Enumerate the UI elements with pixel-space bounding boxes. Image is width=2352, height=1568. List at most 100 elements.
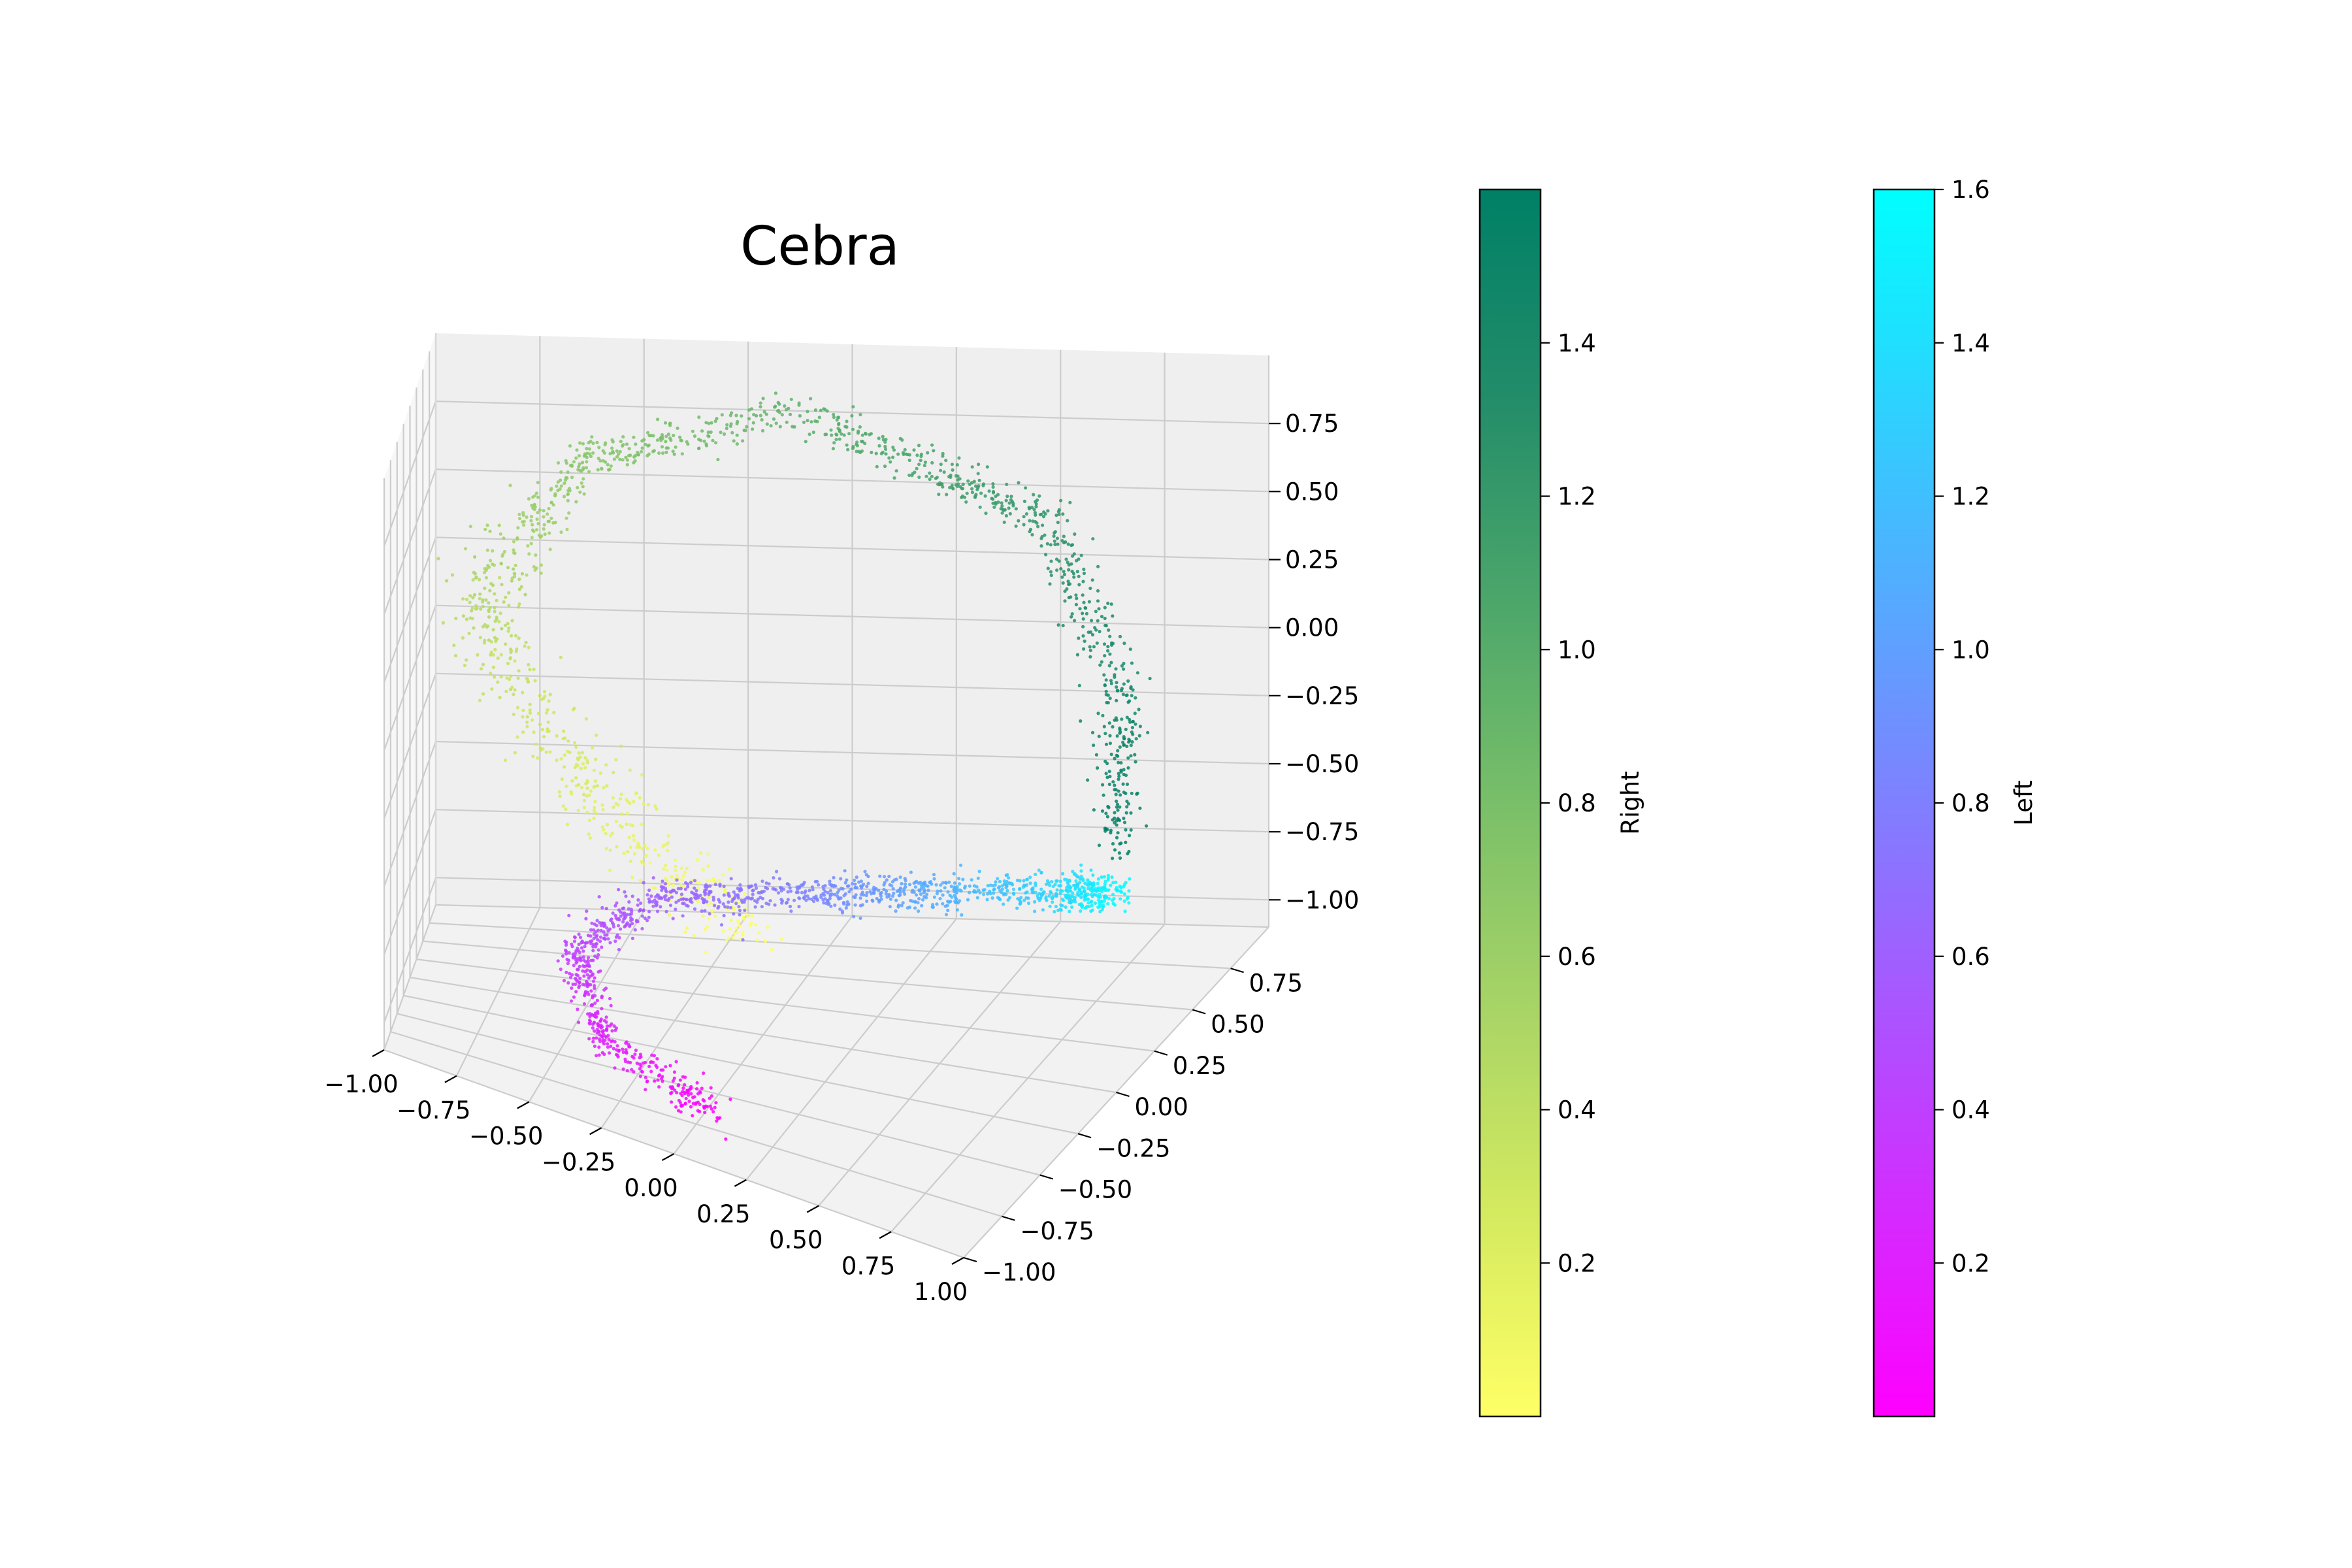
scatter-point bbox=[605, 823, 610, 826]
scatter-point bbox=[730, 431, 734, 434]
scatter-point bbox=[644, 442, 647, 447]
scatter-point bbox=[963, 886, 967, 890]
scatter-point bbox=[506, 566, 510, 570]
scatter-point bbox=[877, 889, 881, 892]
scatter-point bbox=[698, 1109, 702, 1113]
scatter-point bbox=[833, 903, 837, 907]
scatter-point bbox=[988, 883, 992, 887]
scatter-point bbox=[700, 1086, 704, 1090]
scatter-point bbox=[1074, 593, 1078, 597]
scatter-point bbox=[738, 924, 742, 928]
scatter-point bbox=[589, 454, 593, 459]
scatter-point bbox=[1125, 799, 1129, 804]
scatter-point bbox=[555, 734, 559, 738]
scatter-point bbox=[595, 924, 599, 928]
scatter-point bbox=[487, 615, 491, 619]
scatter-point bbox=[525, 515, 529, 519]
scatter-point bbox=[693, 879, 697, 883]
scatter-point bbox=[689, 1105, 693, 1109]
z-tick-label: 0.50 bbox=[1285, 478, 1339, 506]
scatter-point bbox=[1130, 730, 1134, 734]
scatter-point bbox=[751, 427, 755, 431]
scatter-point bbox=[582, 974, 586, 978]
scatter-point bbox=[590, 939, 594, 943]
scatter-point bbox=[646, 431, 650, 435]
scatter-point bbox=[1096, 877, 1100, 881]
scatter-point bbox=[657, 853, 661, 857]
scatter-point bbox=[1079, 895, 1083, 900]
scatter-point bbox=[843, 892, 847, 896]
scatter-point bbox=[1034, 504, 1038, 509]
scatter-point bbox=[725, 939, 728, 943]
scatter-point bbox=[706, 903, 710, 907]
scatter-point bbox=[1096, 599, 1100, 603]
scatter-point bbox=[1128, 739, 1132, 743]
scatter-point bbox=[596, 468, 600, 472]
scatter-point bbox=[724, 1137, 728, 1141]
scatter-point bbox=[570, 986, 574, 990]
scatter-point bbox=[542, 735, 546, 739]
scatter-point bbox=[1122, 682, 1126, 686]
scatter-point bbox=[521, 691, 525, 694]
scatter-point bbox=[845, 878, 849, 882]
scatter-point bbox=[955, 900, 958, 904]
scatter-point bbox=[573, 765, 578, 770]
scatter-point bbox=[1081, 593, 1085, 597]
scatter-point bbox=[615, 449, 619, 453]
scatter-point bbox=[583, 453, 587, 458]
scatter-point bbox=[1061, 872, 1065, 875]
scatter-point bbox=[1116, 689, 1120, 693]
scatter-point bbox=[958, 485, 962, 489]
scatter-point bbox=[503, 759, 508, 762]
scatter-point bbox=[634, 453, 638, 457]
scatter-point bbox=[702, 1071, 706, 1075]
scatter-point bbox=[562, 729, 566, 733]
scatter-point bbox=[572, 995, 576, 999]
scatter-point bbox=[845, 443, 849, 447]
scatter-point bbox=[606, 468, 611, 472]
scatter-point bbox=[478, 698, 482, 702]
scatter-point bbox=[743, 892, 747, 896]
scatter-point bbox=[984, 512, 988, 515]
scatter-point bbox=[1063, 599, 1067, 603]
scatter-point bbox=[916, 901, 920, 905]
scatter-point bbox=[911, 899, 915, 903]
scatter-point bbox=[493, 606, 497, 610]
x-tick-label: 0.25 bbox=[696, 1200, 750, 1228]
scatter-point bbox=[1104, 811, 1108, 815]
scatter-point bbox=[1000, 504, 1004, 508]
scatter-point bbox=[689, 1085, 693, 1088]
scatter-point bbox=[664, 863, 668, 868]
y-tick-label: 0.75 bbox=[1249, 969, 1303, 997]
scatter-point bbox=[640, 773, 644, 777]
scatter-point bbox=[663, 882, 668, 886]
scatter-point bbox=[1008, 881, 1012, 885]
scatter-point bbox=[687, 1100, 691, 1103]
scatter-point bbox=[530, 515, 534, 519]
scatter-point bbox=[559, 967, 563, 972]
scatter-point bbox=[1002, 520, 1006, 525]
scatter-point bbox=[742, 917, 746, 921]
scatter-point bbox=[485, 548, 489, 552]
scatter-point bbox=[1079, 719, 1083, 723]
scatter-point bbox=[668, 421, 672, 425]
scatter-point bbox=[741, 930, 745, 934]
scatter-point bbox=[683, 1102, 687, 1105]
scatter-point bbox=[606, 1042, 610, 1046]
grid-line bbox=[383, 673, 437, 819]
scatter-point bbox=[1078, 881, 1082, 885]
scatter-point bbox=[618, 824, 623, 828]
scatter-point bbox=[694, 889, 698, 892]
scatter-point bbox=[609, 464, 613, 468]
scatter-point bbox=[696, 900, 700, 904]
scatter-point bbox=[530, 504, 534, 508]
scatter-point bbox=[1083, 606, 1087, 610]
x-tick bbox=[879, 1231, 892, 1239]
scatter-point bbox=[542, 523, 546, 527]
scatter-point bbox=[708, 1104, 712, 1108]
scatter-point bbox=[655, 438, 660, 442]
scatter-point bbox=[599, 1026, 603, 1030]
scatter-point bbox=[490, 687, 494, 691]
grid-line bbox=[383, 877, 437, 1023]
scatter-point bbox=[972, 889, 976, 892]
